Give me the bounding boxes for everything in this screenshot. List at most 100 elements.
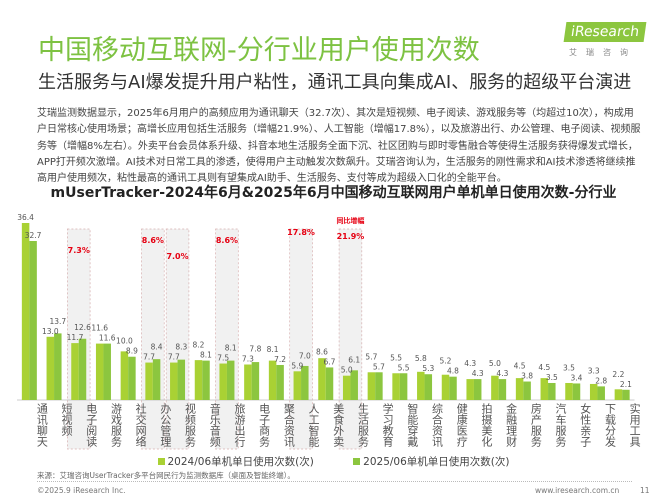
bar-2025 bbox=[301, 365, 309, 400]
data-label-2025: 8.4 bbox=[151, 343, 163, 352]
legend-label-2025: 2025/06单机单日使用次数(次) bbox=[363, 456, 510, 468]
bar-2024 bbox=[21, 223, 30, 400]
bar-2024 bbox=[194, 360, 203, 400]
x-tick-label: 智能穿戴 bbox=[405, 403, 419, 447]
bar-2025 bbox=[78, 338, 87, 400]
bar-2025 bbox=[597, 386, 605, 400]
bar-2025 bbox=[152, 359, 161, 400]
data-label-2024: 5.7 bbox=[365, 352, 377, 361]
data-label-2024: 4.3 bbox=[464, 359, 476, 368]
data-label-2025: 5.3 bbox=[422, 364, 434, 373]
bar-2024 bbox=[515, 378, 524, 400]
data-label-2025: 7.8 bbox=[249, 345, 261, 354]
data-label-2025: 6.1 bbox=[348, 356, 360, 365]
data-label-2024: 2.2 bbox=[612, 370, 624, 379]
data-label-2024: 4.5 bbox=[514, 362, 526, 371]
bar-2025 bbox=[350, 370, 358, 400]
legend-label-2024: 2024/06单机单日使用次数(次) bbox=[167, 456, 314, 468]
bar-2024 bbox=[491, 375, 499, 400]
data-label-2025: 2.1 bbox=[620, 380, 632, 389]
data-label-2025: 3.5 bbox=[546, 373, 558, 382]
x-tick-label: 办公管理 bbox=[158, 403, 172, 447]
x-tick-label: 通讯聊天 bbox=[35, 403, 49, 447]
x-tick-label: 短视频 bbox=[60, 403, 74, 436]
x-tick-label: 旅游出行 bbox=[232, 403, 246, 447]
bar-2025 bbox=[424, 374, 433, 400]
x-tick-label: 金融理财 bbox=[504, 403, 518, 447]
bar-2025 bbox=[449, 376, 457, 400]
data-label-2025: 11.6 bbox=[99, 334, 116, 343]
x-tick-label: 电子商务 bbox=[257, 403, 271, 447]
x-tick-label: 社交网络 bbox=[134, 403, 148, 447]
x-tick-label: 美食外卖 bbox=[331, 403, 345, 447]
data-label-2024: 11.7 bbox=[67, 333, 84, 342]
bar-2024 bbox=[145, 362, 153, 400]
bar-2025 bbox=[54, 333, 62, 400]
bar-2025 bbox=[622, 389, 630, 400]
bar-2024 bbox=[540, 378, 549, 400]
bar-2025 bbox=[473, 379, 482, 400]
bar-2024 bbox=[71, 343, 79, 400]
data-label-2024: 7.7 bbox=[143, 353, 155, 362]
website-link[interactable]: www.iresearch.com.cn bbox=[535, 486, 620, 495]
data-label-2024: 10.0 bbox=[116, 337, 133, 346]
data-label-2024: 7.3 bbox=[242, 355, 254, 364]
bar-2024 bbox=[46, 336, 55, 400]
page-subtitle: 生活服务与AI爆发提升用户粘性，通讯工具向集成AI、服务的超级平台演进 bbox=[38, 72, 632, 93]
data-label-2025: 32.7 bbox=[25, 231, 42, 240]
data-label-2024: 13.0 bbox=[42, 327, 59, 336]
x-tick-label: 视频服务 bbox=[183, 403, 197, 447]
bar-2025 bbox=[572, 383, 581, 400]
footer-divider bbox=[37, 481, 632, 482]
chart-legend: 2024/06单机单日使用次数(次) 2025/06单机单日使用次数(次) bbox=[0, 454, 667, 469]
bar-2024 bbox=[170, 362, 178, 400]
bar-2025 bbox=[226, 360, 235, 400]
bar-2024 bbox=[614, 389, 623, 400]
data-label-2025: 4.3 bbox=[496, 369, 508, 378]
data-label-2025: 2.8 bbox=[595, 376, 607, 385]
bar-2025 bbox=[399, 373, 408, 400]
logo-subtext: 艾瑞咨询 bbox=[569, 48, 637, 57]
data-label-2025: 7.2 bbox=[274, 355, 286, 364]
copyright: ©2025.9 iResearch Inc. bbox=[37, 486, 126, 495]
data-label-2024: 11.6 bbox=[91, 324, 108, 333]
legend-item-2024: 2024/06单机单日使用次数(次) bbox=[157, 454, 314, 469]
bar-2024 bbox=[244, 364, 252, 400]
data-label-2024: 36.4 bbox=[17, 213, 34, 222]
growth-label: 21.9% bbox=[337, 232, 365, 241]
legend-item-2025: 2025/06单机单日使用次数(次) bbox=[353, 454, 510, 469]
data-label-2024: 5.2 bbox=[440, 357, 452, 366]
data-label-2024: 3.3 bbox=[588, 366, 600, 375]
x-tick-label: 下载分发 bbox=[603, 403, 617, 447]
bar-2025 bbox=[29, 240, 37, 400]
x-tick-label: 生活服务 bbox=[356, 403, 370, 447]
growth-label: 8.6% bbox=[142, 236, 164, 245]
bar-2025 bbox=[128, 356, 136, 400]
data-label-2025: 7.0 bbox=[299, 351, 311, 360]
data-label-2024: 5.5 bbox=[390, 353, 402, 362]
x-tick-label: 健康医疗 bbox=[455, 403, 469, 447]
bar-2024 bbox=[392, 373, 400, 400]
x-tick-label: 女性亲子 bbox=[578, 403, 592, 447]
growth-label: 7.3% bbox=[68, 246, 90, 255]
data-label-2024: 4.5 bbox=[538, 363, 550, 372]
data-label-2024: 8.2 bbox=[193, 341, 205, 350]
data-label-2025: 8.9 bbox=[126, 347, 138, 356]
data-label-2024: 5.0 bbox=[489, 359, 501, 368]
page-number: 11 bbox=[640, 486, 650, 495]
bar-2024 bbox=[565, 382, 573, 400]
data-label-2025: 13.7 bbox=[49, 317, 66, 326]
data-label-2024: 7.5 bbox=[217, 354, 229, 363]
data-label-2025: 4.3 bbox=[472, 369, 484, 378]
x-tick-label: 人工智能 bbox=[307, 403, 321, 447]
x-tick-label: 聚合资讯 bbox=[282, 403, 296, 447]
data-label-2025: 5.5 bbox=[398, 363, 410, 372]
summary-paragraph: 艾瑞监测数据显示，2025年6月用户的高频应用为通讯聊天（32.7次）、其次是短… bbox=[37, 108, 641, 185]
data-label-2024: 5.8 bbox=[415, 354, 427, 363]
bar-2025 bbox=[202, 360, 210, 400]
bar-2024 bbox=[441, 374, 450, 400]
x-tick-label: 综合资讯 bbox=[430, 403, 444, 447]
iresearch-logo: iResearch 艾瑞咨询 bbox=[563, 20, 655, 62]
legend-swatch-2024 bbox=[157, 458, 165, 465]
